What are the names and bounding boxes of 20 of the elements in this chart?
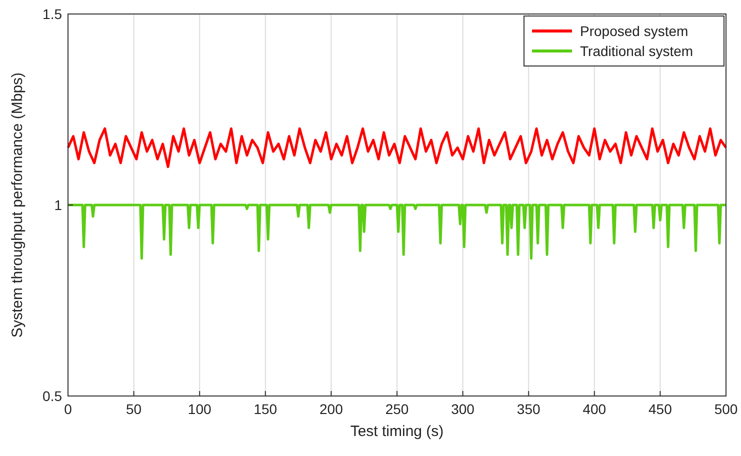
legend-label: Proposed system [580, 23, 688, 39]
x-tick-label: 450 [648, 401, 672, 417]
x-axis-title: Test timing (s) [350, 423, 444, 440]
x-tick-label: 250 [385, 401, 409, 417]
x-tick-label: 100 [188, 401, 212, 417]
x-tick-label: 200 [320, 401, 344, 417]
x-tick-label: 300 [451, 401, 475, 417]
line-series [66, 127, 728, 168]
x-tick-label: 500 [714, 401, 738, 417]
legend-label: Traditional system [580, 43, 694, 59]
x-tick-label: 150 [254, 401, 278, 417]
line-series [66, 204, 728, 260]
y-tick-label: 1.5 [42, 6, 62, 22]
y-tick-label: 1 [54, 197, 62, 213]
x-tick-label: 400 [582, 401, 606, 417]
x-tick-label: 350 [516, 401, 540, 417]
x-tick-label: 50 [126, 401, 142, 417]
y-tick-label: 0.5 [42, 388, 62, 404]
y-axis-title: System throughput performance (Mbps) [9, 72, 26, 338]
x-tick-label: 0 [64, 401, 72, 417]
